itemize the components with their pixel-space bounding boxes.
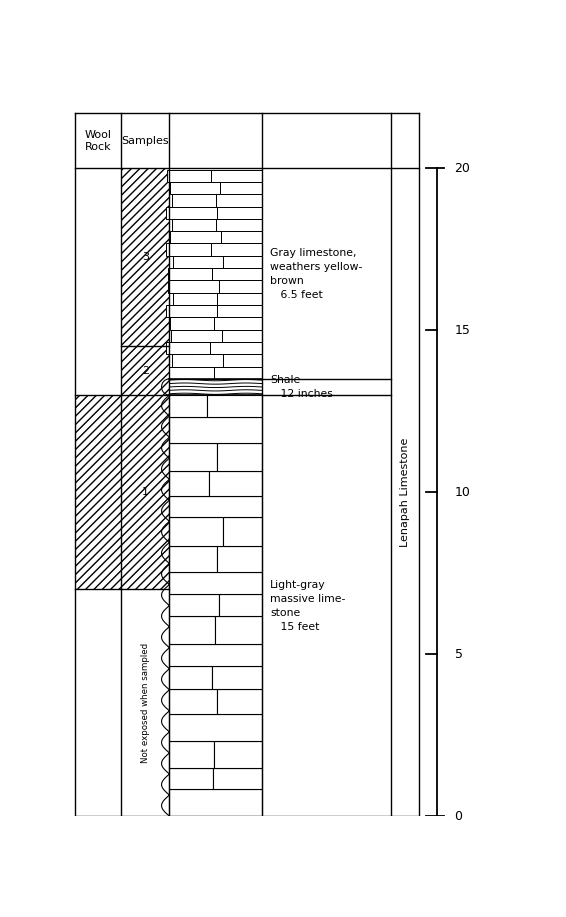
Bar bbox=[169, 395, 207, 417]
Bar bbox=[217, 293, 261, 305]
Bar bbox=[121, 169, 169, 347]
Bar bbox=[220, 182, 261, 194]
Bar bbox=[169, 714, 261, 742]
Text: 0: 0 bbox=[454, 810, 462, 823]
Bar bbox=[222, 329, 261, 342]
Bar bbox=[224, 517, 261, 546]
Bar bbox=[169, 742, 215, 768]
Bar bbox=[75, 395, 121, 590]
Bar bbox=[210, 342, 261, 354]
Bar bbox=[169, 667, 212, 690]
Bar bbox=[173, 256, 224, 268]
Bar bbox=[169, 169, 261, 816]
Bar bbox=[169, 616, 215, 644]
Bar bbox=[75, 169, 121, 395]
Bar bbox=[224, 256, 261, 268]
Text: Samples: Samples bbox=[122, 136, 169, 146]
Bar bbox=[216, 194, 261, 206]
Bar bbox=[223, 354, 261, 367]
Bar bbox=[75, 395, 121, 590]
Bar bbox=[121, 347, 169, 395]
Text: Shale
   12 inches: Shale 12 inches bbox=[271, 375, 333, 399]
Bar bbox=[121, 590, 169, 816]
Bar bbox=[170, 182, 220, 194]
Bar bbox=[169, 517, 224, 546]
Bar bbox=[219, 281, 261, 293]
Bar bbox=[169, 417, 261, 443]
Text: 10: 10 bbox=[454, 486, 470, 499]
Bar bbox=[171, 329, 222, 342]
Bar bbox=[215, 616, 261, 644]
Bar bbox=[170, 317, 215, 329]
Bar bbox=[121, 395, 169, 590]
Bar bbox=[172, 354, 223, 367]
Bar bbox=[121, 347, 169, 395]
Bar bbox=[169, 496, 261, 517]
Text: 2: 2 bbox=[142, 366, 149, 376]
Bar bbox=[167, 170, 211, 182]
Bar bbox=[217, 206, 261, 219]
Bar bbox=[169, 367, 213, 379]
Bar bbox=[213, 367, 261, 379]
Bar bbox=[166, 305, 217, 317]
Bar bbox=[169, 768, 213, 789]
Text: 1: 1 bbox=[142, 487, 149, 497]
Bar bbox=[170, 231, 221, 244]
Text: 3: 3 bbox=[142, 252, 149, 262]
Bar bbox=[209, 470, 261, 496]
Text: Not exposed when sampled: Not exposed when sampled bbox=[141, 643, 150, 763]
Bar bbox=[217, 690, 261, 714]
Bar bbox=[169, 789, 261, 816]
Bar bbox=[168, 268, 212, 281]
Text: Wool
Rock: Wool Rock bbox=[85, 129, 112, 152]
Bar bbox=[169, 443, 217, 470]
Bar bbox=[215, 317, 261, 329]
Bar bbox=[121, 169, 169, 347]
Bar bbox=[172, 194, 216, 206]
Text: Light-gray
massive lime-
stone
   15 feet: Light-gray massive lime- stone 15 feet bbox=[271, 580, 346, 632]
Text: 20: 20 bbox=[454, 161, 470, 175]
Text: 5: 5 bbox=[454, 647, 462, 660]
Bar bbox=[166, 342, 210, 354]
Bar bbox=[217, 443, 261, 470]
Bar bbox=[217, 305, 261, 317]
Bar bbox=[212, 667, 261, 690]
Bar bbox=[169, 546, 217, 572]
Bar bbox=[171, 219, 216, 231]
Bar bbox=[166, 244, 211, 256]
Bar bbox=[169, 644, 261, 667]
Text: Lenapah Limestone: Lenapah Limestone bbox=[400, 437, 410, 547]
Bar bbox=[173, 293, 217, 305]
Bar bbox=[216, 219, 261, 231]
Bar bbox=[121, 395, 169, 590]
Bar bbox=[168, 281, 219, 293]
Bar bbox=[169, 470, 209, 496]
Bar bbox=[211, 170, 261, 182]
Bar bbox=[211, 244, 261, 256]
Bar bbox=[215, 742, 261, 768]
Bar bbox=[207, 395, 261, 417]
Bar bbox=[213, 768, 261, 789]
Bar bbox=[220, 594, 261, 616]
Bar bbox=[212, 268, 261, 281]
Bar bbox=[169, 572, 261, 594]
Bar bbox=[169, 690, 217, 714]
Text: Gray limestone,
weathers yellow-
brown
   6.5 feet: Gray limestone, weathers yellow- brown 6… bbox=[271, 248, 363, 300]
Bar bbox=[221, 231, 261, 244]
Text: 15: 15 bbox=[454, 324, 470, 337]
Bar bbox=[217, 546, 261, 572]
Bar bbox=[75, 590, 121, 816]
Bar bbox=[166, 206, 217, 219]
Bar bbox=[169, 594, 220, 616]
